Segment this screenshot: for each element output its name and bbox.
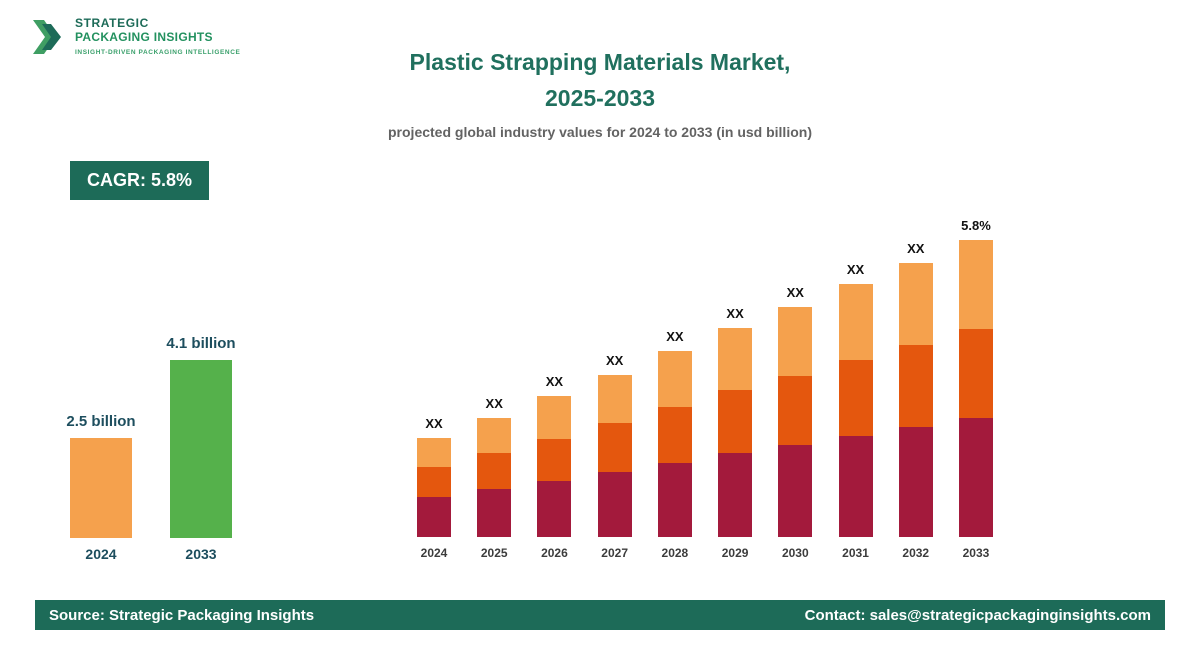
footer-bar: Source: Strategic Packaging Insights Con… [35, 600, 1165, 630]
segment-middle-segment [597, 423, 632, 472]
segment-top-segment [778, 307, 813, 376]
projection-stacked-bar-chart: XX 2024 XX 2025 XX 2026 XX 2027 XX 2028 XX 2029 XX 20… [417, 212, 993, 560]
stacked-bar-value-label: XX [907, 241, 925, 256]
stacked-bar [417, 438, 451, 537]
stacked-bar [778, 307, 813, 537]
summary-bar-column: 4.1 billion 2033 [166, 335, 236, 562]
stacked-bar-year-label: 2026 [541, 546, 568, 560]
logo-chevron-icon [33, 20, 61, 54]
stacked-bar-year-label: 2028 [661, 546, 689, 560]
stacked-bar-value-label: XX [605, 353, 624, 368]
page-title-line2: 2025-2033 [545, 85, 655, 111]
page-subtitle: projected global industry values for 202… [388, 124, 812, 140]
segment-top-segment [597, 375, 632, 423]
segment-top-segment [718, 328, 753, 390]
summary-year-label: 2033 [185, 546, 217, 562]
segment-top-segment [898, 263, 933, 345]
stacked-bar-year-label: 2032 [902, 546, 930, 560]
stacked-bar-year-label: 2025 [480, 546, 508, 560]
segment-top-segment [537, 396, 572, 439]
summary-bar-chart: 2.5 billion 2024 4.1 billion 2033 [66, 310, 236, 562]
stacked-bar-column: 5.8% 2033 [958, 218, 993, 560]
stacked-bar-value-label: XX [726, 306, 744, 321]
segment-middle-segment [958, 329, 993, 418]
summary-year-label: 2024 [85, 546, 117, 562]
cagr-badge: CAGR: 5.8% [70, 161, 210, 200]
segment-bottom-segment [898, 427, 933, 537]
logo-tagline: INSIGHT-DRIVEN PACKAGING INTELLIGENCE [75, 49, 241, 56]
stacked-bar [838, 284, 873, 537]
summary-bar [170, 360, 232, 538]
stacked-bar [537, 396, 572, 537]
logo-line1: STRATEGIC [75, 16, 149, 30]
stacked-bar-column: XX 2026 [537, 374, 572, 560]
stacked-bar-value-label: XX [846, 262, 865, 277]
segment-bottom-segment [597, 472, 632, 537]
segment-top-segment [838, 284, 873, 360]
segment-bottom-segment [657, 463, 692, 537]
segment-middle-segment [537, 439, 572, 481]
stacked-bar-year-label: 2024 [420, 546, 448, 560]
logo: STRATEGIC PACKAGING INSIGHTS INSIGHT-DRI… [32, 16, 240, 58]
segment-bottom-segment [417, 497, 451, 537]
segment-bottom-segment [537, 481, 572, 537]
stacked-bar-column: XX 2027 [597, 353, 632, 560]
stacked-bar-column: XX 2024 [417, 416, 451, 560]
stacked-bar-year-label: 2031 [842, 546, 869, 560]
stacked-bar-column: XX 2032 [898, 241, 933, 560]
segment-middle-segment [417, 467, 451, 497]
segment-top-segment [958, 240, 993, 329]
segment-bottom-segment [718, 453, 753, 537]
stacked-bar [477, 418, 512, 537]
stacked-bar-column: XX 2030 [778, 285, 813, 560]
stacked-bar-column: XX 2031 [838, 262, 873, 560]
stacked-bar-value-label: XX [666, 329, 684, 344]
segment-top-segment [477, 418, 512, 453]
segment-top-segment [417, 438, 451, 467]
stacked-bar [657, 351, 692, 537]
segment-middle-segment [718, 390, 753, 453]
stacked-bar-value-label: XX [786, 285, 804, 300]
summary-value-label: 2.5 billion [66, 413, 136, 430]
stacked-bar-value-label: 5.8% [961, 218, 991, 233]
segment-bottom-segment [477, 489, 512, 537]
segment-bottom-segment [838, 436, 873, 537]
segment-top-segment [657, 351, 692, 407]
footer-contact: Contact: sales@strategicpackaginginsight… [804, 606, 1151, 624]
segment-middle-segment [838, 360, 873, 436]
page-title-line1: Plastic Strapping Materials Market, [409, 49, 791, 75]
footer-source: Source: Strategic Packaging Insights [49, 606, 315, 624]
stacked-bar-year-label: 2027 [601, 546, 628, 560]
page-title: Plastic Strapping Materials Market, 2025-… [0, 44, 1200, 116]
segment-middle-segment [477, 453, 512, 489]
stacked-bar-column: XX 2029 [718, 306, 753, 560]
summary-bar [70, 438, 132, 538]
stacked-bar-value-label: XX [545, 374, 564, 389]
title-block: Plastic Strapping Materials Market, 2025-… [0, 44, 1200, 140]
stacked-bar-value-label: XX [425, 416, 443, 431]
logo-line2: PACKAGING INSIGHTS [75, 30, 213, 44]
stacked-bar-year-label: 2033 [962, 546, 990, 560]
segment-bottom-segment [778, 445, 813, 537]
segment-middle-segment [778, 376, 813, 445]
summary-value-label: 4.1 billion [166, 335, 236, 352]
logo-text: STRATEGIC PACKAGING INSIGHTS INSIGHT-DRI… [75, 16, 240, 56]
segment-middle-segment [657, 407, 692, 463]
segment-bottom-segment [958, 418, 993, 537]
stacked-bar-column: XX 2028 [657, 329, 692, 560]
stacked-bar [718, 328, 753, 537]
stacked-bar [898, 263, 933, 537]
stacked-bar-value-label: XX [485, 396, 503, 411]
stacked-bar-year-label: 2030 [781, 546, 809, 560]
summary-bar-column: 2.5 billion 2024 [66, 413, 136, 562]
segment-middle-segment [898, 345, 933, 427]
stacked-bar [958, 240, 993, 537]
stacked-bar [597, 375, 632, 537]
stacked-bar-year-label: 2029 [721, 546, 749, 560]
stacked-bar-column: XX 2025 [477, 396, 512, 560]
